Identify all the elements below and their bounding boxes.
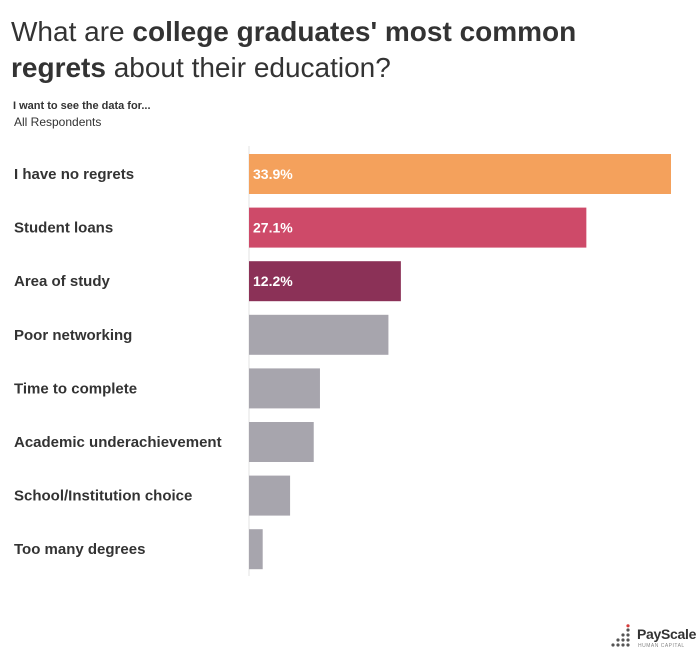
- bar[interactable]: [249, 529, 263, 570]
- bar[interactable]: [249, 475, 291, 516]
- title-text-1: What are: [11, 16, 133, 47]
- category-label: School/Institution choice: [14, 488, 192, 505]
- brand-tagline: HUMAN CAPITAL: [638, 643, 685, 649]
- bar[interactable]: [249, 422, 314, 462]
- category-label: Area of study: [14, 273, 111, 290]
- title-bold-1: college graduates' most common: [132, 16, 577, 47]
- title-text-2: about their education?: [105, 52, 391, 83]
- category-label: I have no regrets: [14, 166, 134, 183]
- bar-value-label: 27.1%: [253, 220, 293, 236]
- bar[interactable]: [249, 368, 320, 409]
- bar[interactable]: [249, 207, 587, 248]
- bar[interactable]: [249, 261, 401, 302]
- payscale-logo: PayScale HUMAN CAPITAL: [610, 624, 696, 650]
- category-label: Poor networking: [14, 327, 132, 344]
- title-bold-2: regrets: [11, 52, 106, 83]
- bar[interactable]: [249, 154, 671, 194]
- bar[interactable]: [249, 314, 389, 355]
- category-label: Time to complete: [14, 380, 137, 397]
- filter-label: I want to see the data for...: [13, 100, 151, 112]
- category-label: Student loans: [14, 220, 113, 237]
- category-label: Too many degrees: [14, 541, 145, 558]
- brand-name: PayScale: [637, 626, 697, 642]
- bar-value-label: 12.2%: [253, 273, 293, 289]
- payscale-logo-mark-icon: [611, 624, 630, 647]
- bar-value-label: 33.9%: [253, 166, 293, 182]
- category-label: Academic underachievement: [14, 434, 222, 451]
- chart-title: What are college graduates' most common r…: [11, 14, 681, 86]
- respondent-filter-select[interactable]: All Respondents: [14, 115, 102, 129]
